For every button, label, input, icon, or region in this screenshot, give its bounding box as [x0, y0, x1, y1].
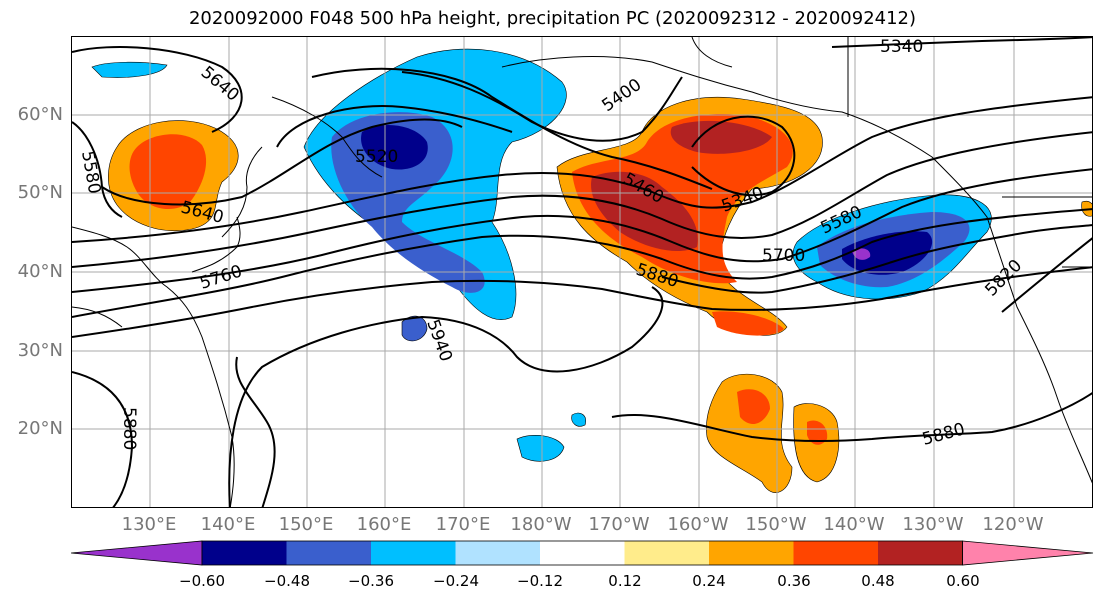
lat-label-60n: 60°N — [17, 104, 63, 125]
precip-positive-japan-core — [129, 134, 207, 210]
contour-5340-north — [831, 37, 1092, 48]
contour-label-5940: 5940 — [422, 317, 456, 364]
contour-band-3 — [72, 168, 1092, 293]
contour-label-5880-south: 5880 — [920, 419, 967, 450]
contour-5880-hawaii — [235, 356, 1092, 507]
contour-5880-south — [72, 371, 134, 507]
colorbar-segment — [878, 541, 963, 565]
contour-5520 — [276, 105, 513, 148]
contour-5820 — [1001, 237, 1092, 313]
precip-positive-hawaii-1-core — [737, 389, 770, 424]
colorbar-segment — [793, 541, 879, 565]
colorbar-segment — [455, 541, 541, 565]
contour-5940 — [228, 286, 664, 507]
lon-label-140w: 140°W — [823, 514, 885, 535]
colorbar — [71, 540, 1094, 566]
colorbar-extend-high — [962, 540, 1094, 566]
lon-label-140e: 140°E — [200, 514, 256, 535]
lon-label-160e: 160°E — [356, 514, 412, 535]
contour-label-5700: 5700 — [762, 246, 805, 266]
contour-5340-low — [691, 115, 796, 197]
colorbar-segment — [540, 541, 625, 565]
map-panel: 5640 5580 5520 5640 5760 5940 5880 5400 … — [71, 36, 1093, 508]
graticule — [72, 37, 1092, 507]
colorbar-segment — [286, 541, 372, 565]
precip-negative-patch-3 — [571, 412, 586, 427]
contour-label-5880-west: 5880 — [119, 407, 139, 450]
contour-label-5760: 5760 — [197, 261, 244, 293]
contour-label-5820: 5820 — [981, 256, 1026, 301]
contour-5640-nw — [72, 46, 243, 133]
contour-label-5340-north: 5340 — [880, 37, 923, 57]
contour-5580-west — [72, 121, 123, 218]
lon-label-150w: 150°W — [745, 514, 807, 535]
precip-positive-hawaii-1 — [706, 373, 793, 493]
colorbar-tick-neg-060: −0.60 — [179, 572, 225, 590]
contour-5880-mid — [72, 266, 1092, 338]
colorbar-tick-neg-024: −0.24 — [433, 572, 479, 590]
colorbar-tick-012: 0.12 — [608, 572, 642, 590]
colorbar-tick-neg-036: −0.36 — [348, 572, 394, 590]
contour-5760 — [72, 208, 1092, 318]
colorbar-tick-024: 0.24 — [692, 572, 726, 590]
lat-label-30n: 30°N — [17, 340, 63, 361]
contour-5400 — [401, 71, 683, 142]
precip-positive-tail — [712, 311, 784, 336]
colorbar-tick-neg-012: −0.12 — [517, 572, 563, 590]
contour-5700 — [661, 224, 1092, 294]
colorbar-segment — [202, 541, 287, 565]
precip-negative-california-core — [842, 231, 933, 275]
precip-negative-patch-2 — [516, 434, 565, 462]
lon-label-130e: 130°E — [121, 514, 177, 535]
contour-band-2 — [72, 131, 1092, 268]
lon-label-120w: 120°W — [982, 514, 1044, 535]
lat-label-40n: 40°N — [17, 261, 63, 282]
colorbar-tick-036: 0.36 — [777, 572, 811, 590]
colorbar-segment — [624, 541, 710, 565]
precip-negative-california-peak — [852, 248, 871, 260]
precip-negative-patch-1 — [401, 315, 428, 342]
lon-label-150e: 150°E — [278, 514, 334, 535]
colorbar-segment — [371, 541, 456, 565]
contour-label-5520: 5520 — [355, 147, 398, 167]
colorbar-tick-048: 0.48 — [861, 572, 895, 590]
colorbar-border — [201, 540, 963, 566]
lon-label-170e: 170°E — [435, 514, 491, 535]
precip-positive-hawaii-2-core — [807, 420, 828, 445]
lon-label-180w: 180°W — [510, 514, 572, 535]
precip-positive-gulf-mid — [572, 114, 793, 284]
map-title: 2020092000 F048 500 hPa height, precipit… — [188, 8, 917, 29]
lat-label-50n: 50°N — [17, 182, 63, 203]
contour-label-5400: 5400 — [598, 75, 645, 116]
precip-positive-gulf-core-2 — [670, 120, 772, 154]
lon-label-170w: 170°W — [588, 514, 650, 535]
colorbar-extend-low — [71, 540, 203, 566]
contour-label-5640-nw: 5640 — [197, 63, 243, 106]
precip-negative-kamchatka-core — [361, 124, 428, 170]
contour-label-5580-west: 5580 — [77, 149, 104, 195]
colorbar-tick-060: 0.60 — [946, 572, 980, 590]
lat-label-20n: 20°N — [17, 418, 63, 439]
contour-5640-japan — [101, 118, 463, 206]
lon-label-130w: 130°W — [902, 514, 964, 535]
colorbar-tick-neg-048: −0.48 — [264, 572, 310, 590]
map-canvas: 5640 5580 5520 5640 5760 5940 5880 5400 … — [72, 37, 1092, 507]
colorbar-segment — [709, 541, 794, 565]
lon-label-160w: 160°W — [667, 514, 729, 535]
contour-band-1 — [72, 96, 1092, 243]
height-contours — [72, 37, 1092, 507]
precip-negative-patch-4 — [91, 61, 168, 78]
